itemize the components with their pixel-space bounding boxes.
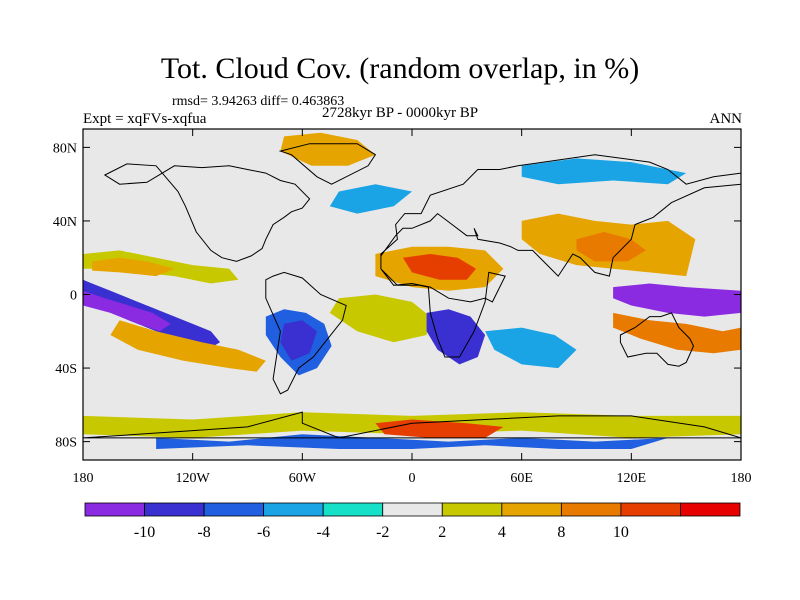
siberia-negative (521, 158, 687, 185)
colorbar-label: 10 (613, 524, 629, 541)
lat-tick-label: 0 (70, 289, 77, 304)
colorbar-swatch (203, 502, 265, 517)
colorbar-swatch (144, 502, 205, 517)
lat-tick-label: 40N (53, 215, 77, 230)
colorbar-label: -10 (134, 524, 155, 541)
colorbar-label: 4 (498, 524, 506, 541)
maritime-continent-negative (613, 283, 741, 317)
australia-positive (613, 312, 741, 354)
south-africa-negative (426, 309, 486, 365)
coastline-greenland (278, 143, 377, 185)
samerica-core (280, 320, 317, 361)
colorbar-swatch (322, 502, 384, 517)
colorbar-swatch (620, 502, 681, 517)
lon-tick-label: 60W (289, 471, 317, 486)
season-label: ANN (709, 111, 743, 127)
colorbar-swatch (560, 502, 622, 517)
lat-tick-label: 80N (53, 141, 77, 156)
pacific-north-orange (92, 257, 175, 277)
colorbar-swatch (501, 502, 562, 517)
colorbar-swatch (382, 502, 443, 517)
lon-tick-label: 180 (73, 471, 94, 486)
coastline-australia (619, 312, 695, 367)
lon-tick-label: 120E (617, 471, 647, 486)
lon-tick-label: 60E (510, 471, 533, 486)
anomaly-regions (83, 132, 741, 449)
coastlines (83, 143, 741, 439)
colorbar-swatch (84, 502, 145, 517)
south-pacific-positive (110, 320, 266, 372)
colorbar-swatch (680, 502, 741, 517)
coastline-north-america (103, 163, 311, 262)
colorbar-label: -4 (317, 524, 330, 541)
colorbar-swatch (263, 502, 324, 517)
lat-tick-label: 40S (55, 362, 77, 377)
period-label: 2728kyr BP - 0000kyr BP (322, 105, 479, 121)
coastline-south-america (265, 271, 347, 395)
chart-title: Tot. Cloud Cov. (random overlap, in %) (160, 52, 640, 85)
africa-sahel-core (402, 254, 476, 280)
north-atlantic-negative (329, 184, 412, 214)
colorbar-label: 8 (557, 524, 565, 541)
colorbar-label: -8 (197, 524, 210, 541)
asia-core (576, 232, 646, 262)
indian-ocean-negative (485, 327, 577, 369)
lon-tick-label: 0 (409, 471, 416, 486)
latitude-axis: 80N 40N 0 40S 80S (53, 141, 741, 451)
coastline-africa-eurasia (380, 154, 741, 358)
colorbar-swatch (441, 502, 503, 517)
rmsd-diff-stats: rmsd= 3.94263 diff= 0.463863 (172, 94, 345, 109)
coastline-antarctica (83, 411, 741, 439)
lon-tick-label: 120W (176, 471, 211, 486)
lat-tick-label: 80S (55, 436, 77, 451)
colorbar-label: -6 (257, 524, 270, 541)
colorbar-label: -2 (376, 524, 389, 541)
eq-pacific-core (83, 290, 171, 332)
experiment-label: Expt = xqFVs-xqfua (83, 111, 207, 127)
longitude-axis: 180 120W 60W 0 60E 120E 180 (73, 129, 752, 486)
lon-tick-label: 180 (731, 471, 752, 486)
atlantic-positive (329, 294, 431, 343)
greenland-mixed (280, 132, 376, 166)
colorbar: -10 -8 -6 -4 -2 2 4 8 10 (84, 502, 741, 541)
colorbar-label: 2 (438, 524, 446, 541)
